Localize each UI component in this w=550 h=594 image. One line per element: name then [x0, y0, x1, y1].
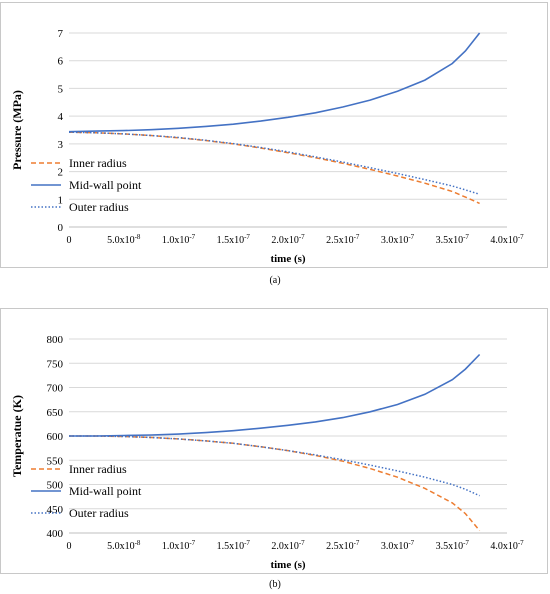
legend-label: Inner radius: [69, 156, 127, 170]
x-tick-label: 5.0x10-8: [107, 539, 141, 552]
x-tick-label: 1.0x10-7: [162, 539, 196, 552]
y-tick-label: 450: [47, 504, 64, 516]
y-tick-label: 1: [58, 194, 64, 206]
x-tick-label: 1.0x10-7: [162, 233, 196, 246]
legend-label: Outer radius: [69, 506, 129, 520]
y-tick-label: 550: [47, 455, 64, 467]
series-line-outer-radius: [69, 435, 480, 497]
x-axis-title: time (s): [270, 559, 305, 571]
y-tick-label: 400: [47, 528, 64, 540]
panel-label-b: (b): [269, 579, 281, 590]
y-tick-label: 0: [58, 222, 64, 234]
y-tick-label: 3: [58, 139, 64, 151]
x-tick-label: 4.0x10-7: [490, 539, 524, 552]
x-tick-label: 3.5x10-7: [436, 233, 470, 246]
panel-label-a: (a): [269, 275, 281, 286]
y-tick-label: 6: [58, 56, 64, 68]
legend-label: Inner radius: [69, 462, 127, 476]
temperature-chart: 400 450 500 550 600 650 700 750 800 0 5.0x10-8 1.0x…: [10, 334, 524, 571]
x-tick-label: 1.5x10-7: [217, 539, 251, 552]
y-tick-label: 800: [47, 334, 64, 346]
y-tick-label: 5: [58, 83, 64, 95]
y-tick-label: 650: [47, 407, 64, 419]
x-tick-label: 4.0x10-7: [490, 233, 524, 246]
y-tick-label: 500: [47, 480, 64, 492]
y-axis-title: Pressure (MPa): [10, 90, 24, 170]
y-tick-label: 750: [47, 358, 64, 370]
y-axis-title: Temperatue (K): [10, 395, 24, 477]
x-tick-label: 0: [67, 235, 72, 246]
pressure-chart: 0 1 2 3 4 5 6 7 0 5.0x10-8 1.0x10-7 1.5x10-7 2.0x10-…: [10, 28, 524, 265]
x-tick-label: 5.0x10-8: [107, 233, 141, 246]
legend-label: Mid-wall point: [69, 484, 142, 498]
x-axis-title: time (s): [270, 253, 305, 265]
y-tick-label: 700: [47, 383, 64, 395]
x-tick-label: 2.0x10-7: [271, 539, 305, 552]
x-tick-label: 2.5x10-7: [326, 539, 360, 552]
y-tick-label: 2: [58, 167, 64, 179]
x-tick-label: 0: [67, 541, 72, 552]
x-tick-label: 3.0x10-7: [381, 233, 415, 246]
series-line-inner-radius: [69, 435, 481, 532]
series-line-inner-radius: [69, 131, 480, 205]
y-tick-label: 7: [58, 28, 64, 40]
series-line-mid-wall-point: [69, 32, 481, 133]
x-tick-label: 3.5x10-7: [436, 539, 470, 552]
legend-label: Mid-wall point: [69, 178, 142, 192]
legend-label: Outer radius: [69, 200, 129, 214]
y-tick-label: 4: [58, 111, 64, 123]
x-tick-label: 2.5x10-7: [326, 233, 360, 246]
chart-panel-pressure: 0 1 2 3 4 5 6 7 0 5.0x10-8 1.0x10-7 1.5x10-7 2.0x10-…: [0, 2, 548, 268]
x-tick-label: 2.0x10-7: [271, 233, 305, 246]
x-tick-label: 3.0x10-7: [381, 539, 415, 552]
x-tick-label: 1.5x10-7: [217, 233, 251, 246]
chart-panel-temperature: 400 450 500 550 600 650 700 750 800 0 5.0x10-8 1.0x…: [0, 308, 548, 574]
y-tick-label: 600: [47, 431, 64, 443]
series-line-mid-wall-point: [69, 353, 481, 437]
